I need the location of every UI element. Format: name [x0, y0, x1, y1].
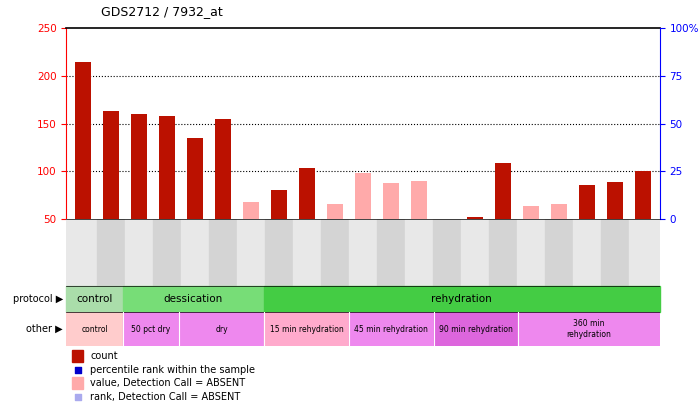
Bar — [237, 219, 265, 286]
Bar — [153, 219, 181, 286]
Bar — [73, 350, 83, 362]
Text: 15 min rehydration: 15 min rehydration — [269, 324, 343, 334]
Bar — [545, 219, 573, 286]
Bar — [299, 168, 315, 219]
Bar — [573, 219, 601, 286]
Point — [72, 367, 83, 373]
Bar — [272, 190, 287, 219]
Bar — [355, 173, 371, 219]
Bar — [179, 312, 264, 346]
Bar — [187, 138, 202, 219]
Bar — [123, 312, 179, 346]
Bar — [607, 181, 623, 219]
Text: protocol ▶: protocol ▶ — [13, 294, 63, 304]
Bar — [321, 219, 349, 286]
Bar — [489, 219, 517, 286]
Text: dessication: dessication — [164, 294, 223, 304]
Bar — [383, 183, 399, 219]
Bar — [264, 312, 349, 346]
Bar — [461, 219, 489, 286]
Bar — [293, 219, 321, 286]
Text: 45 min rehydration: 45 min rehydration — [355, 324, 428, 334]
Bar — [411, 181, 426, 219]
Bar — [123, 286, 264, 312]
Bar — [159, 116, 174, 219]
Text: control: control — [76, 294, 113, 304]
Text: other ▶: other ▶ — [27, 324, 63, 334]
Bar — [579, 185, 595, 219]
Bar — [467, 217, 482, 219]
Bar — [97, 219, 125, 286]
Text: 90 min rehydration: 90 min rehydration — [439, 324, 513, 334]
Bar — [433, 312, 519, 346]
Text: 360 min
rehydration: 360 min rehydration — [567, 320, 611, 339]
Text: percentile rank within the sample: percentile rank within the sample — [90, 365, 255, 375]
Bar — [264, 286, 660, 312]
Bar — [66, 312, 123, 346]
Bar — [66, 286, 123, 312]
Bar — [69, 219, 97, 286]
Bar — [75, 62, 91, 219]
Bar — [433, 219, 461, 286]
Bar — [349, 312, 433, 346]
Point — [469, 10, 480, 16]
Bar — [551, 205, 567, 219]
Text: value, Detection Call = ABSENT: value, Detection Call = ABSENT — [90, 378, 245, 388]
Bar — [181, 219, 209, 286]
Bar — [216, 119, 231, 219]
Bar — [495, 162, 510, 219]
Point — [246, 2, 257, 9]
Bar — [405, 219, 433, 286]
Bar — [73, 377, 83, 389]
Bar — [377, 219, 405, 286]
Bar — [327, 205, 343, 219]
Point — [72, 393, 83, 400]
Bar — [265, 219, 293, 286]
Text: GDS2712 / 7932_at: GDS2712 / 7932_at — [101, 5, 223, 18]
Bar — [244, 202, 259, 219]
Bar — [635, 171, 651, 219]
Text: rehydration: rehydration — [431, 294, 492, 304]
Bar — [103, 111, 119, 219]
Bar — [131, 114, 147, 219]
Bar — [349, 219, 377, 286]
Text: rank, Detection Call = ABSENT: rank, Detection Call = ABSENT — [90, 392, 240, 402]
Bar — [601, 219, 629, 286]
Bar — [125, 219, 153, 286]
Bar — [517, 219, 545, 286]
Text: dry: dry — [216, 324, 228, 334]
Bar — [629, 219, 657, 286]
Text: control: control — [81, 324, 108, 334]
Bar — [524, 206, 539, 219]
Text: count: count — [90, 351, 118, 361]
Text: 50 pct dry: 50 pct dry — [131, 324, 171, 334]
Bar — [209, 219, 237, 286]
Bar — [519, 312, 660, 346]
